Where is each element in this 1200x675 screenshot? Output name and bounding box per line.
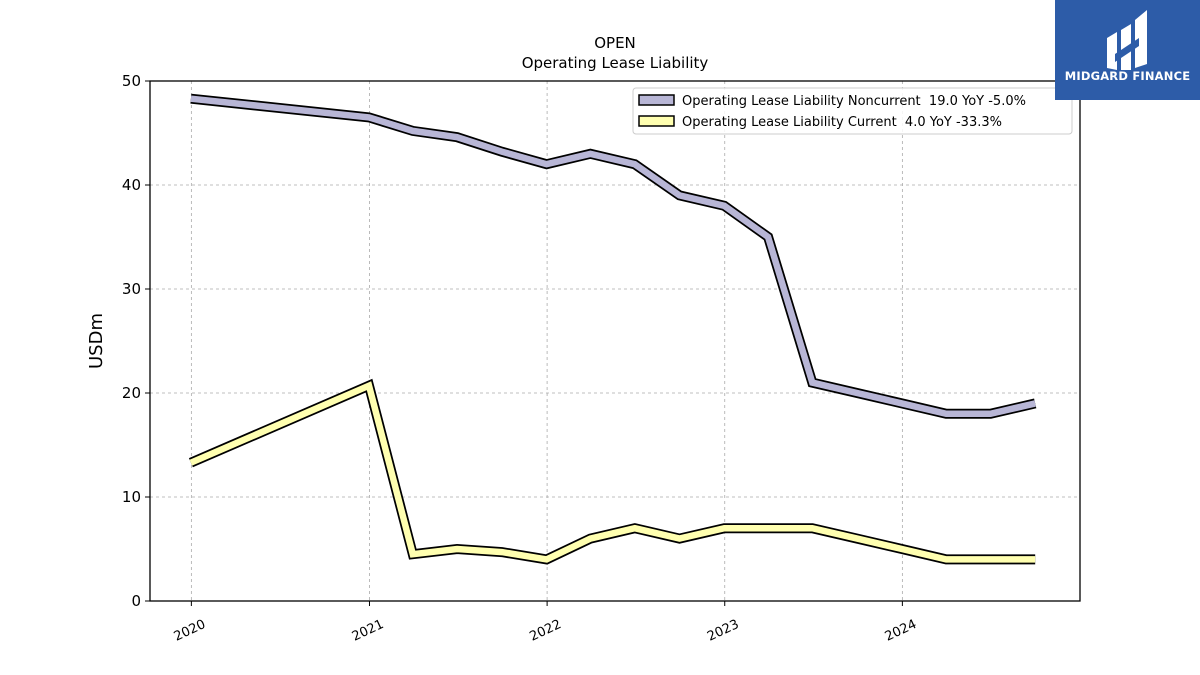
watermark-logo: MIDGARD FINANCE bbox=[1055, 0, 1200, 100]
series-line-0 bbox=[190, 93, 1037, 419]
legend-swatch-noncurrent bbox=[638, 94, 675, 106]
series-fill bbox=[190, 95, 1036, 418]
plot-frame bbox=[149, 80, 1081, 602]
series-line-1 bbox=[188, 378, 1036, 565]
x-axis: 2020 2021 2022 2023 2024 bbox=[172, 601, 919, 645]
watermark-brand: MIDGARD FINANCE bbox=[1064, 69, 1191, 83]
series-outline bbox=[190, 93, 1037, 419]
x-tick-label: 2020 bbox=[172, 617, 208, 645]
y-axis-label: USDm bbox=[86, 313, 107, 369]
legend-label-current: Operating Lease Liability Current 4.0 Yo… bbox=[682, 115, 1002, 130]
chart-title: OPEN bbox=[594, 34, 636, 52]
y-tick-label: 30 bbox=[122, 280, 141, 298]
y-tick-label: 10 bbox=[122, 488, 141, 506]
legend-label-noncurrent: Operating Lease Liability Noncurrent 19.… bbox=[682, 94, 1026, 109]
midgard-logo-icon bbox=[1107, 10, 1147, 70]
y-axis: 0 10 20 30 40 50 bbox=[122, 72, 150, 610]
series-fill bbox=[189, 381, 1036, 563]
y-tick-label: 40 bbox=[122, 176, 141, 194]
y-tick-label: 20 bbox=[122, 384, 141, 402]
y-tick-label: 0 bbox=[131, 592, 141, 610]
legend-swatch-current bbox=[638, 115, 675, 127]
y-tick-label: 50 bbox=[122, 72, 141, 90]
series-group bbox=[188, 93, 1037, 565]
x-tick-label: 2024 bbox=[883, 617, 919, 645]
x-tick-label: 2022 bbox=[527, 617, 563, 645]
legend-box bbox=[632, 87, 1073, 135]
x-tick-label: 2021 bbox=[350, 617, 386, 645]
chart-subtitle: Operating Lease Liability bbox=[522, 54, 709, 72]
legend: Operating Lease Liability Noncurrent 19.… bbox=[632, 87, 1073, 135]
x-tick-label: 2023 bbox=[705, 617, 741, 645]
